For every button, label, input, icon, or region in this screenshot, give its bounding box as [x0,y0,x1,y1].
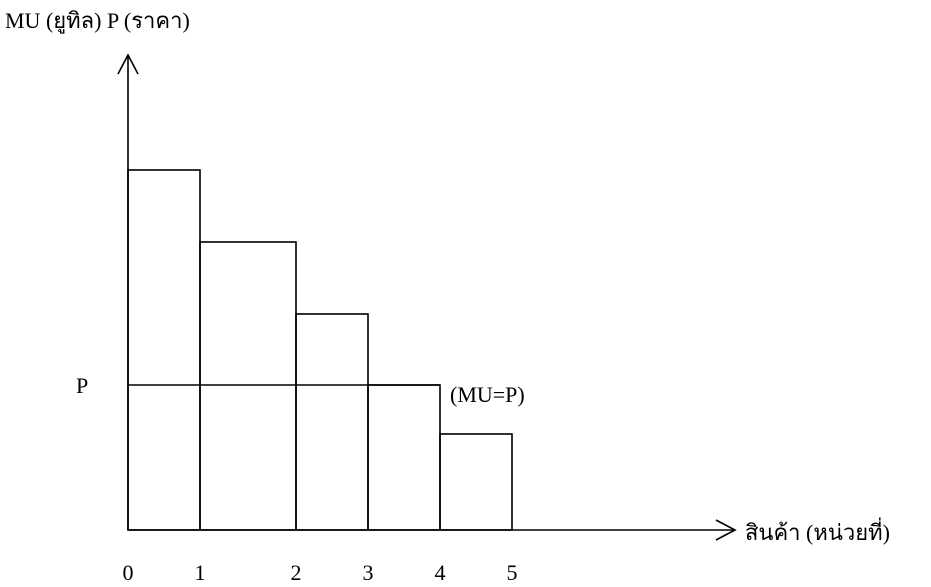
x-tick-label: 5 [507,560,518,585]
price-label: P [76,373,88,398]
x-ticks: 0 1 2 3 4 5 [123,560,518,585]
x-tick-label: 0 [123,560,134,585]
x-tick-label: 1 [195,560,206,585]
x-tick-label: 3 [363,560,374,585]
x-axis-label: สินค้า (หน่วยที่) [745,517,890,545]
x-tick-label: 2 [291,560,302,585]
bars [128,170,512,530]
bar [440,434,512,530]
equilibrium-label: (MU=P) [450,382,525,407]
diagram: MU (ยูทิล) P (ราคา) สินค้า (หน่วยที่) P … [0,0,931,587]
y-axis-label: MU (ยูทิล) P (ราคา) [5,8,190,34]
bar [128,170,200,530]
x-tick-label: 4 [435,560,446,585]
bar [368,385,440,530]
bar [296,314,368,530]
bar [200,242,296,530]
